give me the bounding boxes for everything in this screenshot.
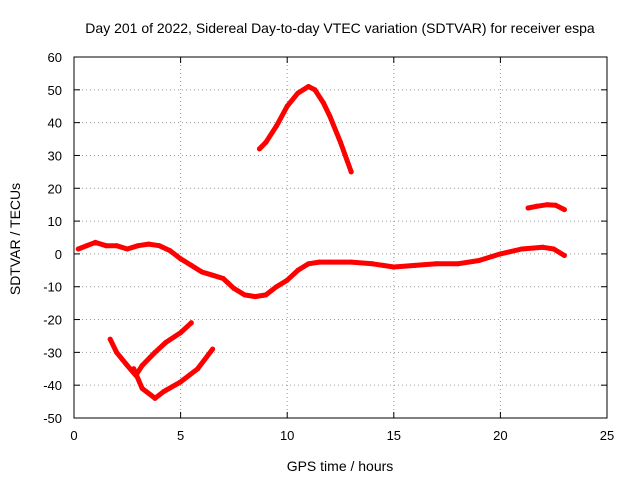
data-point bbox=[391, 264, 397, 270]
data-point bbox=[274, 284, 279, 290]
data-point bbox=[107, 336, 113, 342]
data-point bbox=[124, 363, 130, 368]
data-point bbox=[348, 169, 354, 175]
y-tick-label: 0 bbox=[55, 247, 62, 262]
data-point bbox=[156, 243, 162, 249]
data-point bbox=[114, 349, 120, 355]
x-tick-label: 15 bbox=[387, 428, 401, 443]
y-tick-label: 10 bbox=[48, 214, 62, 229]
y-tick-label: 60 bbox=[48, 50, 62, 65]
x-tick-label: 5 bbox=[177, 428, 184, 443]
data-point bbox=[210, 346, 216, 352]
data-point bbox=[199, 269, 205, 275]
data-point bbox=[295, 267, 301, 273]
data-point bbox=[553, 202, 559, 208]
data-point bbox=[327, 259, 333, 265]
series-layer bbox=[75, 84, 567, 401]
data-point bbox=[163, 340, 169, 345]
data-point bbox=[561, 253, 567, 258]
data-point bbox=[455, 261, 461, 267]
y-tick-label: 50 bbox=[48, 83, 62, 98]
data-point bbox=[188, 320, 194, 326]
data-point bbox=[178, 330, 184, 336]
data-point bbox=[306, 261, 311, 267]
data-point bbox=[544, 202, 550, 208]
y-tick-label: 40 bbox=[48, 116, 62, 131]
y-axis-title: SDTVAR / TECUs bbox=[7, 183, 23, 295]
data-point bbox=[124, 246, 130, 252]
data-point bbox=[139, 386, 145, 391]
data-point bbox=[284, 277, 290, 283]
data-point bbox=[92, 239, 98, 245]
data-point bbox=[178, 379, 184, 385]
data-point bbox=[497, 251, 503, 257]
data-point bbox=[148, 392, 154, 398]
grid-lines bbox=[74, 57, 607, 418]
plot-frame bbox=[73, 56, 608, 419]
data-point bbox=[167, 248, 173, 254]
data-point bbox=[152, 349, 158, 355]
data-point bbox=[220, 276, 226, 281]
data-point bbox=[540, 244, 546, 250]
data-point bbox=[161, 389, 166, 395]
data-point bbox=[139, 363, 145, 368]
chart-title: Day 201 of 2022, Sidereal Day-to-day VTE… bbox=[85, 20, 595, 36]
data-point bbox=[274, 123, 279, 129]
data-point bbox=[210, 272, 216, 278]
data-point bbox=[412, 262, 418, 268]
data-point bbox=[316, 259, 322, 265]
data-point bbox=[295, 90, 301, 96]
y-tick-label: -10 bbox=[43, 280, 62, 295]
data-point bbox=[263, 139, 269, 145]
data-point bbox=[306, 84, 311, 89]
data-point bbox=[131, 366, 137, 372]
data-point bbox=[252, 294, 258, 300]
x-axis-title: GPS time / hours bbox=[287, 458, 394, 474]
data-point bbox=[188, 262, 194, 268]
data-point bbox=[75, 246, 81, 252]
data-point bbox=[327, 113, 333, 119]
data-point bbox=[231, 285, 237, 291]
y-tick-label: 20 bbox=[48, 181, 62, 196]
data-point bbox=[263, 292, 269, 298]
data-point bbox=[178, 256, 184, 262]
data-point bbox=[476, 258, 482, 263]
data-point bbox=[534, 203, 540, 209]
data-point bbox=[284, 103, 290, 109]
data-point bbox=[103, 243, 109, 249]
data-point bbox=[433, 261, 439, 267]
y-tick-label: 30 bbox=[48, 148, 62, 163]
data-point bbox=[312, 87, 318, 93]
data-point bbox=[146, 241, 152, 247]
data-point bbox=[525, 205, 531, 211]
data-point bbox=[519, 246, 525, 252]
x-tick-label: 20 bbox=[493, 428, 507, 443]
x-axis-ticks: 0 5 10 15 20 25 bbox=[70, 57, 614, 443]
x-tick-label: 0 bbox=[70, 428, 77, 443]
data-point bbox=[152, 395, 158, 401]
data-point bbox=[551, 246, 557, 252]
data-point bbox=[370, 261, 375, 267]
data-point bbox=[338, 139, 343, 145]
data-point bbox=[84, 243, 90, 249]
y-tick-label: -50 bbox=[43, 411, 62, 426]
y-tick-label: -30 bbox=[43, 345, 62, 360]
data-point bbox=[348, 259, 354, 265]
y-tick-label: -40 bbox=[43, 378, 62, 393]
y-tick-label: -20 bbox=[43, 313, 62, 328]
data-point bbox=[257, 146, 262, 152]
data-point bbox=[135, 243, 141, 249]
y-axis-ticks: -50 -40 -30 -20 -10 0 10 20 30 40 50 60 bbox=[43, 50, 607, 426]
data-point bbox=[195, 366, 201, 372]
x-tick-label: 25 bbox=[600, 428, 614, 443]
data-point bbox=[242, 292, 248, 298]
x-tick-label: 10 bbox=[280, 428, 294, 443]
data-point bbox=[114, 243, 120, 249]
data-point bbox=[561, 207, 567, 213]
data-point bbox=[320, 100, 326, 106]
